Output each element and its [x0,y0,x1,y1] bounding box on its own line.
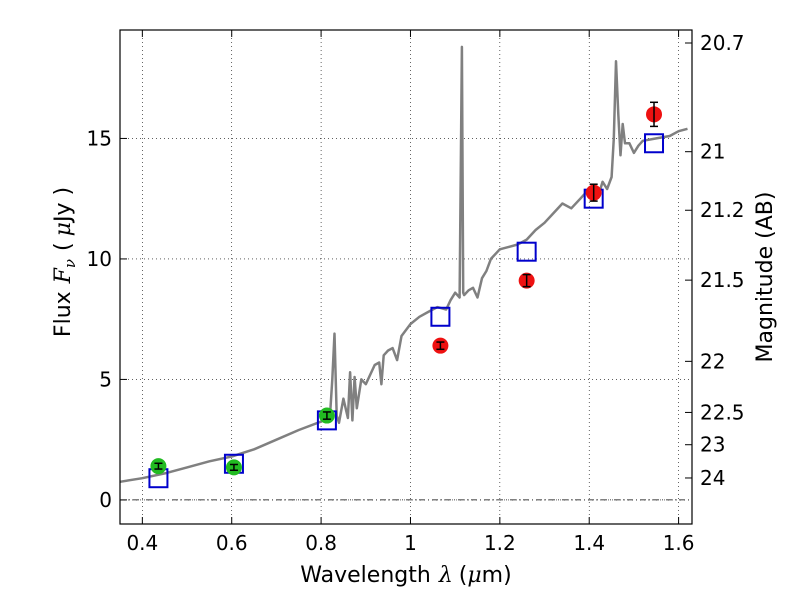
observed-photometry-points [150,101,663,476]
y-axis-title: FluxFν(μJy ) [51,187,79,337]
axes-frame [119,29,693,525]
right-magnitude-axis-ticks: 20.7 21 21.2 21.5 22 22.5 23 24 [685,31,745,490]
x-tick-label: 0.8 [305,531,337,555]
x-tick-label: 0.4 [126,531,158,555]
model-photometry-square [430,306,451,327]
y2-tick-label: 24 [700,466,725,490]
y2-tick-label: 21 [700,140,725,164]
x-axis-ticks: 0.4 0.6 0.8 1 1.2 1.4 1.6 [126,30,695,555]
model-photometry-square [516,241,537,262]
y-tick-label: 10 [87,247,112,271]
y2-tick-label: 21.5 [700,268,745,292]
y-tick-label: 15 [87,126,112,150]
y-tick-label: 5 [99,367,112,391]
x-tick-label: 1.6 [663,531,695,555]
y2-tick-label: 23 [700,433,725,457]
y-axis-ticks: 0 5 10 15 [87,126,127,512]
plot-area [119,45,688,489]
y2-tick-label: 21.2 [700,198,745,222]
x-tick-label: 0.6 [216,531,248,555]
x-tick-label: 1.2 [484,531,516,555]
model-photometry-square [644,133,665,154]
x-axis-title: Wavelength λ (μm) [300,563,511,588]
y2-tick-label: 22.5 [700,400,745,424]
x-tick-label: 1.4 [573,531,605,555]
right-axis-title: Magnitude (AB) [753,192,778,363]
x-tick-label: 1 [404,531,417,555]
grid-lines [120,30,692,524]
y2-tick-label: 22 [700,349,725,373]
y-tick-label: 0 [99,488,112,512]
y2-tick-label: 20.7 [700,31,745,55]
model-sed-line [119,45,688,484]
